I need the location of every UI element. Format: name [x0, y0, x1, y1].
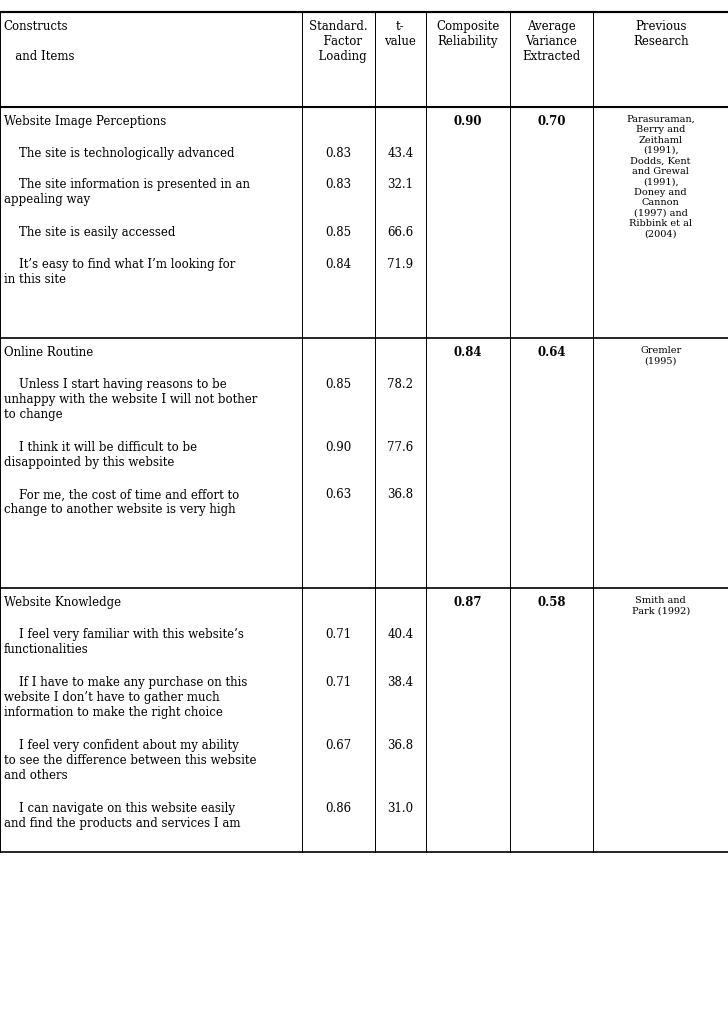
Text: 66.6: 66.6 [387, 226, 414, 239]
Text: 43.4: 43.4 [387, 147, 414, 160]
Text: 0.58: 0.58 [537, 596, 566, 610]
Text: 0.83: 0.83 [325, 179, 352, 191]
Text: If I have to make any purchase on this
website I don’t have to gather much
infor: If I have to make any purchase on this w… [4, 676, 247, 719]
Text: 0.63: 0.63 [325, 488, 352, 501]
Text: 38.4: 38.4 [387, 676, 414, 688]
Text: 0.83: 0.83 [325, 147, 352, 160]
Text: t-
value: t- value [384, 20, 416, 49]
Text: I can navigate on this website easily
and find the products and services I am: I can navigate on this website easily an… [4, 803, 240, 830]
Text: 0.64: 0.64 [537, 346, 566, 359]
Text: I feel very confident about my ability
to see the difference between this websit: I feel very confident about my ability t… [4, 739, 256, 783]
Text: 0.85: 0.85 [325, 378, 352, 390]
Text: The site is technologically advanced: The site is technologically advanced [4, 147, 234, 160]
Text: The site is easily accessed: The site is easily accessed [4, 226, 175, 239]
Text: 0.71: 0.71 [325, 676, 352, 688]
Text: 77.6: 77.6 [387, 441, 414, 454]
Text: 40.4: 40.4 [387, 629, 414, 641]
Text: Standard.
  Factor
  Loading: Standard. Factor Loading [309, 20, 368, 64]
Text: It’s easy to find what I’m looking for
in this site: It’s easy to find what I’m looking for i… [4, 258, 235, 286]
Text: Website Image Perceptions: Website Image Perceptions [4, 115, 166, 127]
Text: Unless I start having reasons to be
unhappy with the website I will not bother
t: Unless I start having reasons to be unha… [4, 378, 257, 421]
Text: Average
Variance
Extracted: Average Variance Extracted [522, 20, 581, 64]
Text: Previous
Research: Previous Research [633, 20, 689, 49]
Text: 0.70: 0.70 [537, 115, 566, 127]
Text: Gremler
(1995): Gremler (1995) [640, 346, 681, 365]
Text: Online Routine: Online Routine [4, 346, 93, 359]
Text: Website Knowledge: Website Knowledge [4, 596, 121, 610]
Text: 78.2: 78.2 [387, 378, 414, 390]
Text: 0.87: 0.87 [454, 596, 482, 610]
Text: Smith and
Park (1992): Smith and Park (1992) [631, 596, 690, 616]
Text: 0.67: 0.67 [325, 739, 352, 752]
Text: 32.1: 32.1 [387, 179, 414, 191]
Text: For me, the cost of time and effort to
change to another website is very high: For me, the cost of time and effort to c… [4, 488, 239, 517]
Text: Constructs

   and Items: Constructs and Items [4, 20, 74, 64]
Text: 0.90: 0.90 [454, 115, 482, 127]
Text: 36.8: 36.8 [387, 739, 414, 752]
Text: 0.86: 0.86 [325, 803, 352, 815]
Text: 0.85: 0.85 [325, 226, 352, 239]
Text: 0.84: 0.84 [454, 346, 482, 359]
Text: 71.9: 71.9 [387, 258, 414, 271]
Text: 0.84: 0.84 [325, 258, 352, 271]
Text: Composite
Reliability: Composite Reliability [436, 20, 499, 49]
Text: Parasuraman,
Berry and
Zeithaml
(1991),
Dodds, Kent
and Grewal
(1991),
Doney and: Parasuraman, Berry and Zeithaml (1991), … [626, 115, 695, 239]
Text: I feel very familiar with this website’s
functionalities: I feel very familiar with this website’s… [4, 629, 243, 656]
Text: 0.71: 0.71 [325, 629, 352, 641]
Text: 31.0: 31.0 [387, 803, 414, 815]
Text: The site information is presented in an
appealing way: The site information is presented in an … [4, 179, 250, 206]
Text: 36.8: 36.8 [387, 488, 414, 501]
Text: I think it will be difficult to be
disappointed by this website: I think it will be difficult to be disap… [4, 441, 197, 469]
Text: 0.90: 0.90 [325, 441, 352, 454]
